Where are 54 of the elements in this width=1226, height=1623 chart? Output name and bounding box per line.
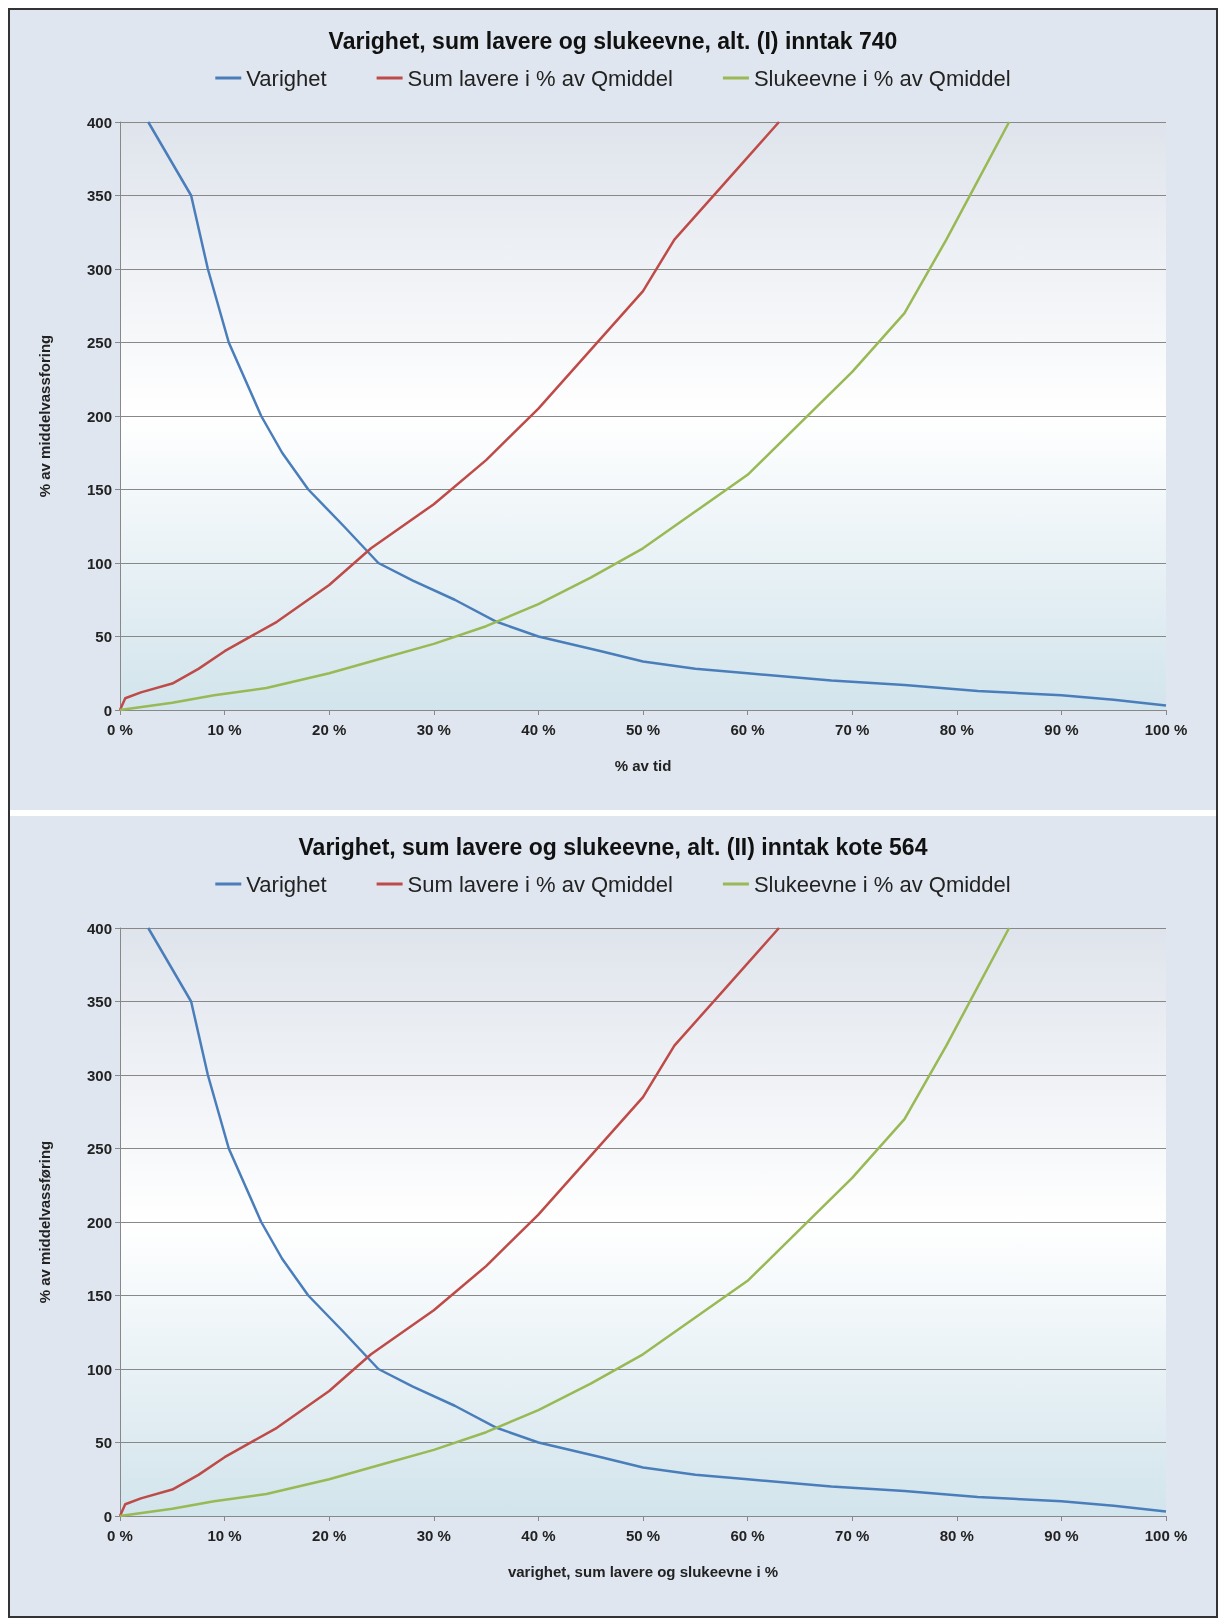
x-tick-label: 70 % <box>835 1527 870 1544</box>
y-tick-label: 250 <box>86 1140 112 1157</box>
y-tick-label: 100 <box>86 554 112 572</box>
chart-title: Varighet, sum lavere og slukeevne, alt. (II) inntak kote 564 <box>298 833 928 860</box>
legend-label: Sum lavere i % av Qmiddel <box>407 65 673 91</box>
y-tick-label: 400 <box>86 113 112 131</box>
y-tick-label: 150 <box>86 1287 112 1304</box>
x-tick-label: 60 % <box>730 1527 765 1544</box>
y-axis-title: % av middelvassføring <box>36 1140 53 1304</box>
legend-label: Slukeevne i % av Qmiddel <box>753 871 1011 897</box>
x-tick-label: 80 % <box>939 1527 974 1544</box>
line-series <box>146 120 1168 707</box>
line-series <box>146 926 1168 1513</box>
y-tick-label: 0 <box>103 701 112 719</box>
y-tick-label: 300 <box>86 260 112 278</box>
legend-label: Slukeevne i % av Qmiddel <box>753 65 1011 91</box>
x-tick-label: 40 % <box>521 721 556 738</box>
y-tick-label: 50 <box>95 628 112 645</box>
x-tick-label: 80 % <box>939 721 974 738</box>
y-tick-label: 300 <box>86 1066 112 1084</box>
x-tick-label: 50 % <box>625 721 661 738</box>
x-axis-title: varighet, sum lavere og slukeevne i % <box>507 1563 779 1580</box>
y-tick-label: 200 <box>86 407 112 425</box>
x-tick-label: 10 % <box>207 1527 242 1544</box>
x-tick-label: 50 % <box>625 1527 661 1544</box>
y-tick-label: 100 <box>86 1360 112 1378</box>
x-tick-label: 20 % <box>312 721 347 738</box>
x-tick-label: 10 % <box>207 721 242 738</box>
x-tick-label: 20 % <box>312 1527 347 1544</box>
x-tick-label: 30 % <box>416 721 451 738</box>
x-axis-title: % av tid <box>614 757 672 774</box>
legend-label: Varighet <box>246 871 327 897</box>
x-tick-label: 0 % <box>107 1527 133 1544</box>
y-tick-label: 250 <box>86 334 112 351</box>
y-tick-label: 150 <box>86 481 112 498</box>
x-tick-label: 90 % <box>1044 1527 1079 1544</box>
y-tick-label: 0 <box>103 1507 112 1525</box>
x-tick-label: 70 % <box>835 721 870 738</box>
y-tick-label: 350 <box>86 187 112 204</box>
y-tick-label: 350 <box>86 993 112 1010</box>
legend-label: Sum lavere i % av Qmiddel <box>407 871 673 897</box>
x-tick-label: 100 % <box>1144 1527 1188 1544</box>
x-tick-label: 100 % <box>1144 721 1188 738</box>
x-tick-label: 40 % <box>521 1527 556 1544</box>
chart-title: Varighet, sum lavere og slukeevne, alt. (I) inntak 740 <box>328 27 898 54</box>
y-tick-label: 50 <box>95 1434 112 1451</box>
y-tick-label: 400 <box>86 919 112 937</box>
x-tick-label: 30 % <box>416 1527 451 1544</box>
y-tick-label: 200 <box>86 1213 112 1231</box>
x-tick-label: 90 % <box>1044 721 1079 738</box>
legend-label: Varighet <box>246 65 327 91</box>
x-tick-label: 60 % <box>730 721 765 738</box>
y-axis-title: % av middelvassforing <box>36 334 53 498</box>
x-tick-label: 0 % <box>107 721 133 738</box>
